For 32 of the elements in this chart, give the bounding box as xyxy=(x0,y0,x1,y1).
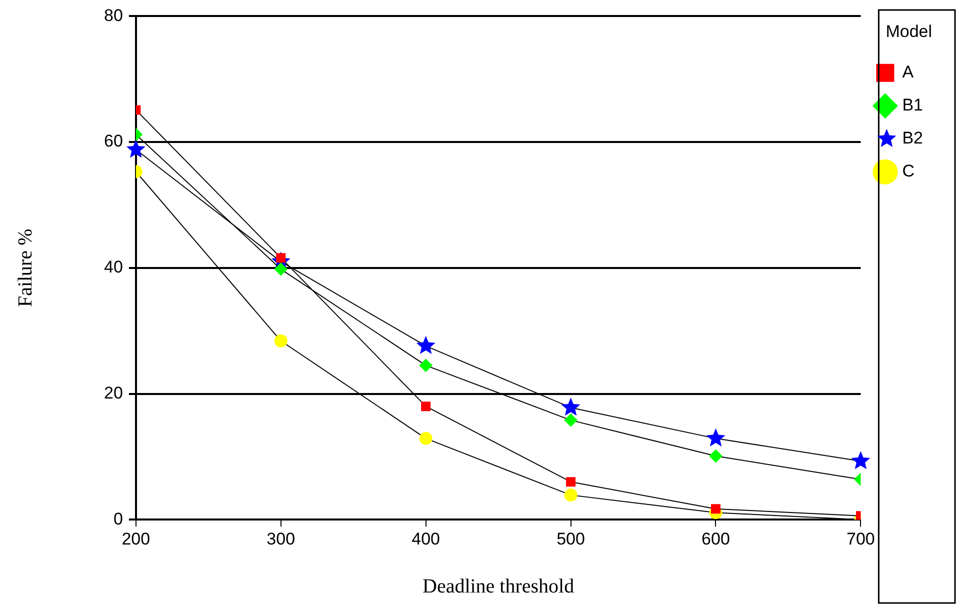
point xyxy=(564,488,578,502)
legend-label: C xyxy=(902,162,914,181)
point xyxy=(274,334,288,348)
point xyxy=(561,398,580,416)
legend-title: Model xyxy=(886,22,932,42)
legend-label: A xyxy=(902,62,914,82)
y-tick-label: 60 xyxy=(104,132,123,151)
point xyxy=(421,402,431,412)
x-tick-label: 500 xyxy=(556,529,585,548)
y-tick-label: 80 xyxy=(104,6,123,25)
point xyxy=(709,450,722,463)
point xyxy=(416,336,436,354)
point xyxy=(851,451,870,470)
point xyxy=(419,432,432,445)
x-tick-label: 700 xyxy=(846,529,875,548)
point xyxy=(274,262,288,276)
x-tick-label: 200 xyxy=(122,529,150,548)
point xyxy=(566,477,576,487)
point xyxy=(564,414,578,427)
legend-label: B2 xyxy=(902,128,924,148)
y-axis-title: Failure % xyxy=(14,228,36,308)
point xyxy=(706,428,726,447)
legend-label: B1 xyxy=(902,96,924,115)
point xyxy=(419,358,432,372)
point xyxy=(126,140,146,158)
x-tick-label: 400 xyxy=(412,529,440,548)
x-tick-label: 300 xyxy=(266,529,296,548)
y-tick-label: 0 xyxy=(113,509,123,528)
x-axis-title: Deadline threshold xyxy=(422,575,574,598)
x-tick-label: 600 xyxy=(702,529,730,548)
y-tick-label: 20 xyxy=(104,383,123,402)
y-tick-label: 40 xyxy=(104,258,123,277)
